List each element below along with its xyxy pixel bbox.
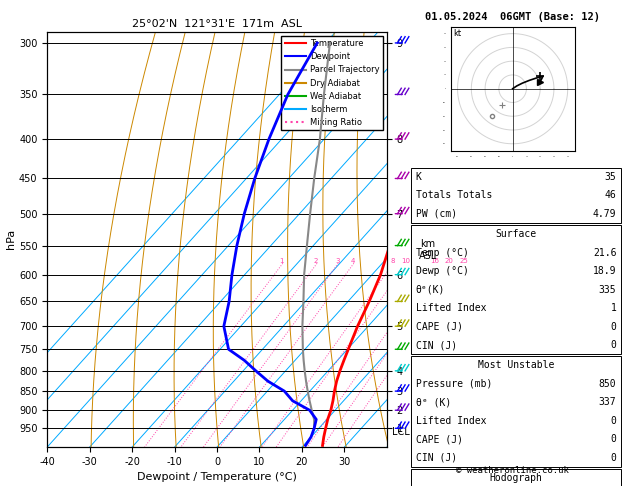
Text: 0: 0	[611, 434, 616, 444]
Text: 2: 2	[314, 259, 318, 264]
Y-axis label: km
ASL: km ASL	[419, 240, 437, 261]
Text: 1: 1	[280, 259, 284, 264]
Text: Hodograph: Hodograph	[489, 473, 543, 483]
Text: 25: 25	[459, 259, 468, 264]
Title: 25°02'N  121°31'E  171m  ASL: 25°02'N 121°31'E 171m ASL	[132, 19, 302, 30]
Text: 8: 8	[390, 259, 395, 264]
Text: Lifted Index: Lifted Index	[416, 303, 486, 313]
Text: θᵉ (K): θᵉ (K)	[416, 398, 451, 407]
Y-axis label: hPa: hPa	[6, 229, 16, 249]
Text: Dewp (°C): Dewp (°C)	[416, 266, 469, 276]
Text: 18.9: 18.9	[593, 266, 616, 276]
Text: Pressure (mb): Pressure (mb)	[416, 379, 492, 389]
Text: 3: 3	[335, 259, 340, 264]
Legend: Temperature, Dewpoint, Parcel Trajectory, Dry Adiabat, Wet Adiabat, Isotherm, Mi: Temperature, Dewpoint, Parcel Trajectory…	[281, 36, 382, 130]
Text: 337: 337	[599, 398, 616, 407]
Text: 4.79: 4.79	[593, 209, 616, 219]
Text: 21.6: 21.6	[593, 248, 616, 258]
Text: 335: 335	[599, 285, 616, 295]
Text: CIN (J): CIN (J)	[416, 453, 457, 463]
Text: 01.05.2024  06GMT (Base: 12): 01.05.2024 06GMT (Base: 12)	[425, 12, 600, 22]
Text: θᵉ(K): θᵉ(K)	[416, 285, 445, 295]
Text: 4: 4	[351, 259, 355, 264]
Text: Temp (°C): Temp (°C)	[416, 248, 469, 258]
Text: 0: 0	[611, 416, 616, 426]
Text: Lifted Index: Lifted Index	[416, 416, 486, 426]
Text: 46: 46	[604, 191, 616, 200]
Text: LCL: LCL	[392, 427, 410, 437]
Text: 850: 850	[599, 379, 616, 389]
Text: 0: 0	[611, 340, 616, 350]
Text: 1: 1	[611, 303, 616, 313]
Text: 0: 0	[611, 322, 616, 331]
Text: kt: kt	[454, 29, 462, 38]
Text: Most Unstable: Most Unstable	[478, 361, 554, 370]
Text: CIN (J): CIN (J)	[416, 340, 457, 350]
Text: CAPE (J): CAPE (J)	[416, 322, 463, 331]
X-axis label: Dewpoint / Temperature (°C): Dewpoint / Temperature (°C)	[137, 472, 297, 483]
Text: © weatheronline.co.uk: © weatheronline.co.uk	[456, 466, 569, 475]
Text: 10: 10	[401, 259, 410, 264]
Text: 0: 0	[611, 453, 616, 463]
Text: 35: 35	[604, 172, 616, 182]
Text: Surface: Surface	[496, 229, 537, 239]
Text: PW (cm): PW (cm)	[416, 209, 457, 219]
Text: Totals Totals: Totals Totals	[416, 191, 492, 200]
Text: 20: 20	[445, 259, 454, 264]
Text: K: K	[416, 172, 421, 182]
Text: 16: 16	[430, 259, 439, 264]
Text: CAPE (J): CAPE (J)	[416, 434, 463, 444]
